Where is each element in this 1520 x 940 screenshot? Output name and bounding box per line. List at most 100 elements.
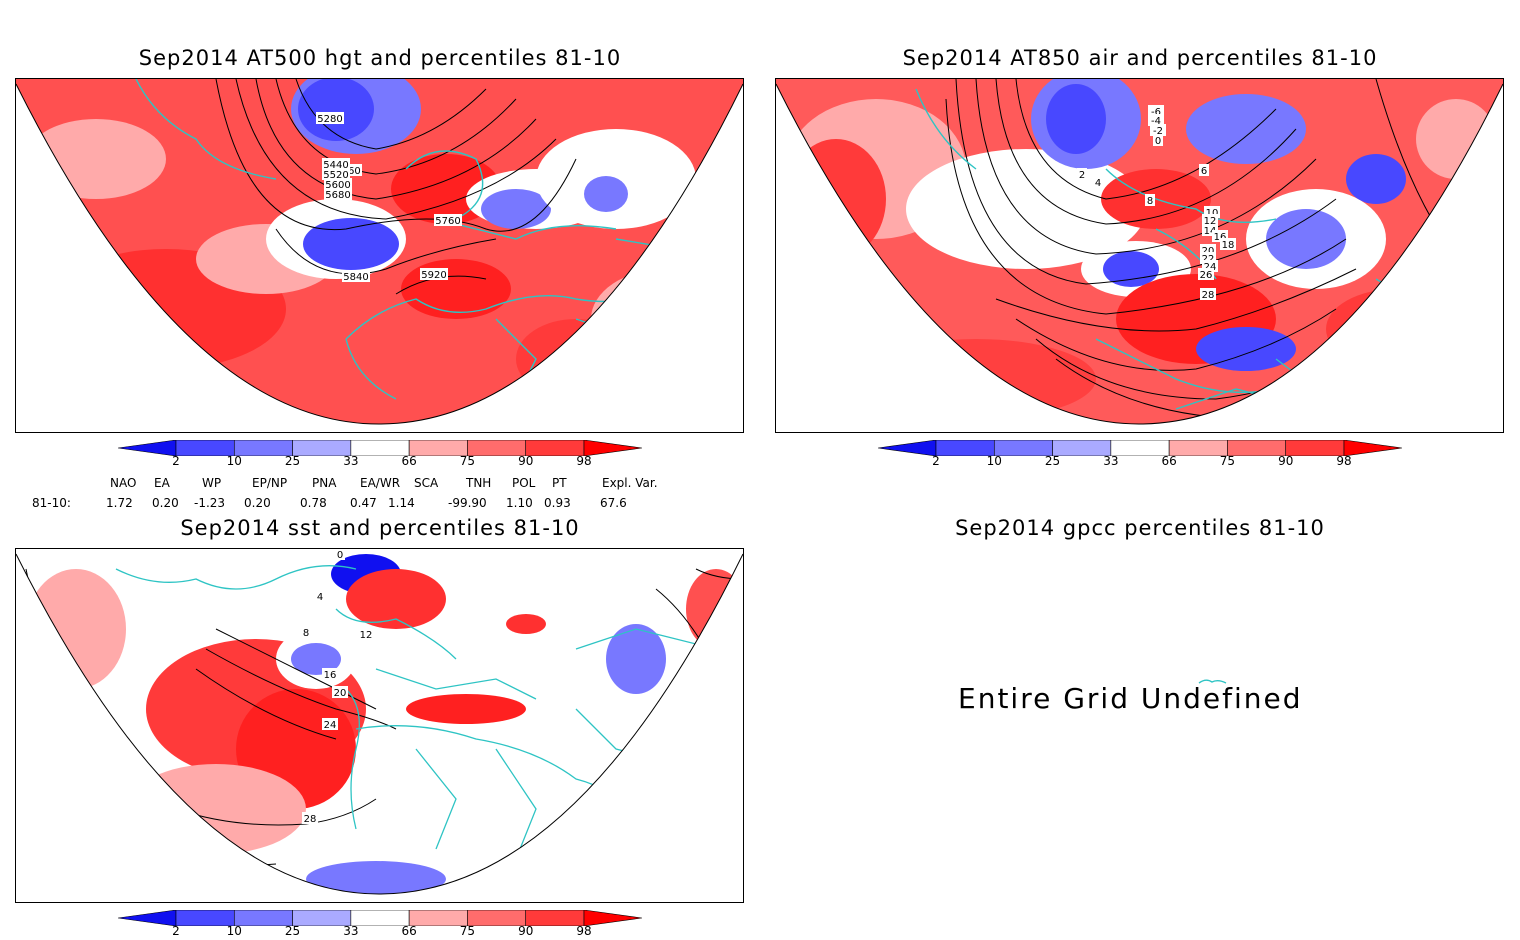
contour-label: 5600: [325, 180, 350, 191]
contour-label-bg: [1153, 134, 1163, 146]
colorbar-sst: 2 10 25 33 66 75 90 98: [118, 910, 642, 940]
contour-label-bg: [1150, 124, 1166, 136]
contour-label: 5840: [343, 272, 368, 283]
index-value: 0.47: [350, 496, 377, 510]
colorbar-label: 2: [932, 454, 940, 468]
index-header: WP: [202, 476, 222, 490]
index-header: EA/WR: [360, 476, 401, 490]
colorbar-segment: [583, 440, 642, 456]
contour-label: 5280: [317, 114, 342, 125]
contour-label-bg: [1093, 176, 1103, 188]
colorbar-segment: [233, 910, 293, 926]
index-value: 1.10: [506, 496, 533, 510]
colorbar-label: 10: [986, 454, 1002, 468]
colorbar-hgt: 2 10 25 33 66 75 90 98: [118, 440, 642, 470]
index-header: Expl. Var.: [602, 476, 658, 490]
contour-label: 5520: [323, 170, 348, 181]
contour-label: 4: [317, 592, 323, 603]
colorbar-segment: [1168, 440, 1228, 456]
index-header: EP/NP: [252, 476, 288, 490]
indices-table: NAO EA WP EP/NP PNA EA/WR SCA TNH POL PT Expl. Var…: [0, 476, 760, 516]
contour-label: 16: [324, 670, 337, 681]
colorbar-label: 10: [226, 454, 242, 468]
colorbar-label: 33: [343, 924, 359, 938]
colorbar-segment: [467, 910, 527, 926]
hgt-contour-labels: 528053605440552056005680576058405920: [316, 112, 462, 283]
index-value: 1.72: [106, 496, 133, 510]
contour-label-bg: [324, 188, 352, 200]
contour-label: 10: [1206, 208, 1219, 219]
index-header: NAO: [110, 476, 137, 490]
contour-label-bg: [322, 668, 338, 680]
colorbar-segment: [1343, 440, 1402, 456]
contour-label: 0: [1155, 136, 1161, 147]
colorbar-segment: [1285, 440, 1345, 456]
gpcc-island-glyph: [1198, 672, 1228, 684]
contour-label-bg: [342, 270, 370, 282]
contour-label: 5760: [435, 216, 460, 227]
colorbar-segment: [408, 440, 468, 456]
contour-label-bg: [322, 168, 350, 180]
colorbar-segment: [175, 440, 235, 456]
contour-label: 24: [324, 720, 337, 731]
contour-label: 6: [1201, 166, 1207, 177]
index-header: SCA: [414, 476, 439, 490]
colorbar-segment: [525, 440, 585, 456]
index-header: TNH: [466, 476, 492, 490]
gpcc-undefined-message: Entire Grid Undefined: [958, 682, 1303, 715]
indices-row-label: 81-10:: [32, 496, 71, 510]
colorbar-segment: [467, 440, 527, 456]
contour-label: 2: [1079, 170, 1085, 181]
colorbar-segment: [292, 440, 352, 456]
contour-label: 26: [1200, 270, 1213, 281]
contour-label-bg: [1198, 268, 1214, 280]
colorbar-label: 33: [1103, 454, 1119, 468]
sst-panel-title: Sep2014 sst and percentiles 81-10: [180, 516, 580, 540]
contour-label: 22: [1202, 254, 1215, 265]
colorbar-segment: [1110, 440, 1170, 456]
colorbar-segment: [408, 910, 468, 926]
colorbar-segment: [1227, 440, 1287, 456]
colorbar-segment: [993, 440, 1053, 456]
colorbar-segment: [350, 910, 410, 926]
contour-label: 14: [1204, 226, 1217, 237]
contour-label: 5920: [421, 270, 446, 281]
contour-label: -2: [1153, 126, 1163, 137]
contour-label-bg: [1199, 164, 1209, 176]
contour-label: -6: [1151, 107, 1161, 118]
contour-label-bg: [302, 812, 318, 824]
contour-label: 20: [334, 688, 347, 699]
hgt-panel-title: Sep2014 AT500 hgt and percentiles 81-10: [138, 46, 622, 70]
hgt-map: 528053605440552056005680576058405920: [15, 78, 744, 433]
colorbar-segment: [878, 440, 937, 456]
sst-contour-labels: 0 4 8 12 16 20 24 28: [301, 549, 374, 825]
colorbar-label: 98: [576, 924, 592, 938]
colorbar-segment: [118, 440, 177, 456]
index-value: -99.90: [448, 496, 487, 510]
index-value: 0.20: [152, 496, 179, 510]
contour-label: 5680: [325, 190, 350, 201]
colorbar-label: 2: [172, 924, 180, 938]
contour-label: 28: [1202, 290, 1215, 301]
colorbar-label: 75: [1219, 454, 1236, 468]
colorbar-label: 25: [284, 924, 301, 938]
contour-label: 0: [337, 550, 343, 561]
colorbar-segment: [292, 910, 352, 926]
colorbar-label: 66: [401, 924, 417, 938]
contour-label-bg: [1148, 114, 1164, 126]
colorbar-segment: [525, 910, 585, 926]
contour-label-bg: [335, 549, 345, 560]
index-value: 1.14: [388, 496, 415, 510]
colorbar-segment: [583, 910, 642, 926]
colorbar-label: 75: [459, 454, 476, 468]
sst-map: 0 4 8 12 16 20 24 28: [15, 548, 744, 903]
contour-label: -4: [1151, 116, 1161, 127]
gpcc-panel-title: Sep2014 gpcc percentiles 81-10: [955, 516, 1325, 540]
colorbar-label: 75: [459, 924, 476, 938]
contour-label: 16: [1214, 232, 1227, 243]
colorbar-segment: [175, 910, 235, 926]
colorbar-label: 33: [343, 454, 359, 468]
index-value: 0.93: [544, 496, 571, 510]
colorbar-label: 98: [1336, 454, 1352, 468]
